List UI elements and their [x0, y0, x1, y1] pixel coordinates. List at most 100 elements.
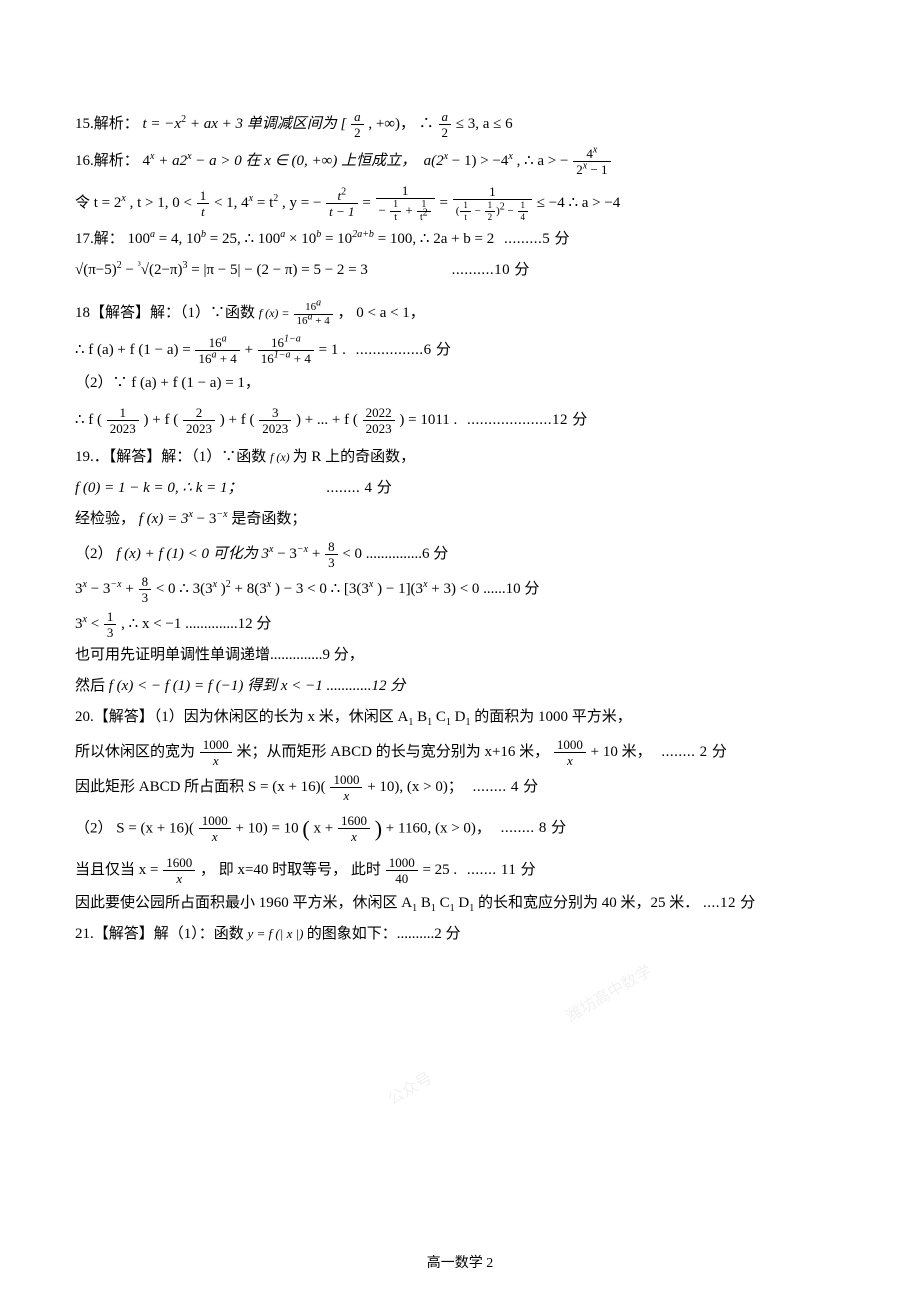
- text: x: [351, 829, 357, 844]
- text: = t: [257, 195, 273, 211]
- text: 16: [261, 351, 274, 366]
- text: + 10), (x > 0)；: [367, 779, 463, 795]
- text: (: [302, 816, 309, 841]
- text: 1: [104, 610, 117, 625]
- text: 2023: [363, 421, 395, 435]
- text: 2: [351, 125, 364, 139]
- text: 3: [104, 625, 117, 639]
- text: f (x): [270, 450, 293, 464]
- text: ) + f (: [220, 412, 255, 428]
- text: −x: [110, 579, 121, 590]
- text: a: [354, 109, 361, 124]
- text: x: [188, 509, 192, 520]
- text: ≤ −4 ∴ a > −4: [537, 195, 621, 211]
- q20-line3: 因此矩形 ABCD 所占面积 S = (x + 16)( 1000x + 10)…: [75, 773, 845, 802]
- text: = 25 .: [422, 862, 457, 878]
- text: + 1160, (x > 0)，: [386, 820, 491, 836]
- text: 1: [197, 189, 210, 204]
- text: 1−a: [284, 333, 301, 344]
- text: = 25, ∴ 100: [210, 231, 281, 247]
- text: 经检验，: [75, 511, 135, 527]
- text: f (x) + f (1) < 0 可化为 3: [116, 546, 269, 562]
- text: ): [375, 816, 382, 841]
- text: + ax + 3 单调减区间为 [: [190, 116, 347, 132]
- q21-line1: 21.【解答】解（1）：函数 y = f (| x |) 的图象如下：.....…: [75, 924, 845, 945]
- text: 4: [143, 153, 151, 169]
- text: +: [125, 581, 137, 597]
- text: x +: [314, 820, 337, 836]
- q19-line5: 3x − 3−x + 83 < 0 ∴ 3(3x )2 + 8(3x ) − 3…: [75, 575, 845, 604]
- text: 1000: [386, 856, 418, 871]
- text: 1: [390, 200, 401, 212]
- text: 1: [469, 903, 474, 914]
- text: 3: [259, 406, 291, 421]
- text: D: [455, 709, 466, 725]
- text: 2023: [183, 421, 215, 435]
- text: + 4: [216, 351, 236, 366]
- text: 2: [117, 260, 122, 271]
- q19-line8: 然后 f (x) < − f (1) = f (−1) 得到 x < −1 ..…: [75, 676, 845, 697]
- text: , ∴ a > −: [517, 153, 573, 169]
- text: a: [222, 333, 227, 344]
- text: 2: [423, 208, 428, 219]
- text: x: [83, 579, 87, 590]
- text: 18【解答】解：（1）∵函数: [75, 305, 255, 321]
- q18-line4: ∴ f ( 12023 ) + f ( 22023 ) + f ( 32023 …: [75, 404, 845, 437]
- page-container: 15.解析： t = −x2 + ax + 3 单调减区间为 [ a2 , +∞…: [0, 0, 920, 1302]
- text: 100: [128, 231, 151, 247]
- text: 4: [518, 212, 529, 222]
- text: （2）: [75, 546, 113, 562]
- watermark-1: 公众号: [382, 1065, 436, 1110]
- text: 1: [431, 903, 436, 914]
- text: 3: [75, 616, 83, 632]
- text: + a2: [158, 153, 187, 169]
- text: , ∴ x < −1 ..............12 分: [121, 616, 271, 632]
- text: = |π − 5| − (2 − π) = 5 − 2 = 3: [191, 262, 368, 278]
- text: 1000: [200, 738, 232, 753]
- text: × 10: [289, 231, 316, 247]
- text: +: [245, 342, 257, 358]
- text: − a > 0 在 x ∈ (0, +∞) 上恒成立，: [195, 153, 416, 169]
- points: ........ 8 分: [501, 820, 567, 836]
- text: + 4: [291, 351, 311, 366]
- text: − 3: [277, 546, 297, 562]
- text: = 1 .: [319, 342, 346, 358]
- text: + 10 米，: [591, 744, 652, 760]
- text: ∴ f (: [75, 412, 102, 428]
- q18-line1: 18【解答】解：（1）∵函数 f (x) = 16a 16a + 4 ， 0 <…: [75, 299, 845, 328]
- text: 1: [518, 201, 529, 212]
- points: ..........10 分: [452, 262, 530, 278]
- text: f (x) = 3: [139, 511, 189, 527]
- text: 1: [412, 903, 417, 914]
- text: x: [369, 579, 373, 590]
- text: 因此矩形 ABCD 所占面积 S = (x + 16)(: [75, 779, 326, 795]
- text: 1600: [163, 856, 195, 871]
- text: f (x) < − f (1) = f (−1) 得到 x < −1 .....…: [109, 678, 406, 694]
- q17-line2: √(π−5)2 − ³√(2−π)3 = |π − 5| − (2 − π) =…: [75, 260, 845, 281]
- text: 3: [139, 590, 152, 604]
- text: f (x) =: [259, 306, 293, 320]
- q20-line4: （2） S = (x + 16)( 1000x + 10) = 10 ( x +…: [75, 808, 845, 850]
- text: + 8(3: [235, 581, 267, 597]
- text: −: [126, 262, 138, 278]
- text: =: [362, 195, 374, 211]
- text: ， 即 x=40 时取等号， 此时: [200, 862, 385, 878]
- text: t: [460, 212, 471, 222]
- text: a: [280, 229, 285, 240]
- text: x: [213, 579, 217, 590]
- text: , t > 1, 0 <: [130, 195, 196, 211]
- text: b: [316, 229, 321, 240]
- text: = 100, ∴ 2a + b = 2: [378, 231, 495, 247]
- text: （2） S = (x + 16)(: [75, 820, 194, 836]
- q19-line7: 也可用先证明单调性单调递增..............9 分，: [75, 645, 845, 666]
- text: x: [176, 871, 182, 886]
- text: b: [201, 229, 206, 240]
- q20-line2: 所以休闲区的宽为 1000x 米；从而矩形 ABCD 的长与宽分别为 x+16 …: [75, 738, 845, 767]
- text: 3: [183, 260, 188, 271]
- text: 3: [75, 581, 83, 597]
- points: ....................12 分: [467, 412, 588, 428]
- text: +: [312, 546, 324, 562]
- text: 2a+b: [352, 229, 374, 240]
- points: .........5 分: [504, 231, 570, 247]
- text: 也可用先证明单调性单调递增..............9 分，: [75, 647, 364, 663]
